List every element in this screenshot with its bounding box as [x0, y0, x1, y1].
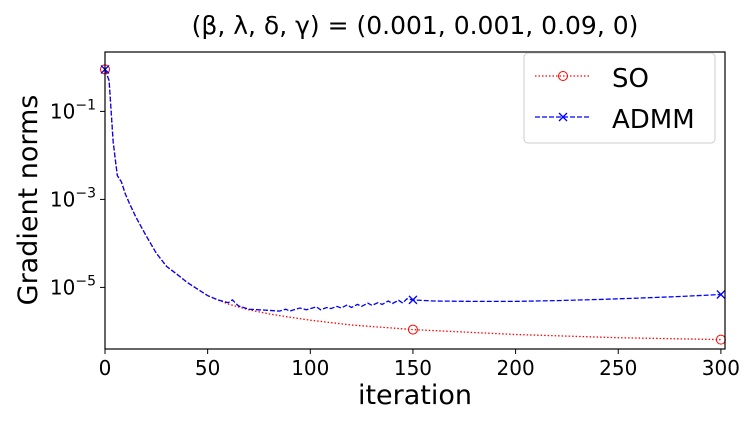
x-tick-label: 150: [394, 356, 432, 380]
legend: SO ADMM: [523, 52, 716, 144]
series-marker-admm: [408, 295, 418, 305]
x-axis-ticks: 0 50 100 150 200 250 300: [99, 349, 740, 380]
legend-frame: [523, 52, 716, 144]
x-tick-label: 200: [497, 356, 535, 380]
plot-frame: [104, 51, 726, 350]
legend-marker-so: [558, 71, 568, 81]
x-tick-label: 100: [291, 356, 329, 380]
series-line-admm: [105, 69, 721, 312]
x-tick-label: 250: [599, 356, 637, 380]
x-axis-label: iteration: [358, 380, 472, 411]
legend-label-so: SO: [612, 64, 649, 94]
x-tick-label: 300: [702, 356, 740, 380]
series-marker-admm: [716, 290, 726, 299]
series-layer: [105, 69, 721, 341]
series-marker-so: [407, 324, 418, 335]
y-tick-label: 10−1: [50, 97, 96, 123]
x-tick-label: 0: [99, 356, 112, 380]
legend-marker-admm: [558, 112, 568, 122]
y-axis-label: Gradient norms: [13, 95, 44, 306]
x-tick-label: 50: [195, 356, 220, 380]
series-marker-so: [715, 334, 726, 345]
chart-title: (β, λ, δ, γ) = (0.001, 0.001, 0.09, 0): [192, 11, 639, 40]
y-tick-label: 10−5: [50, 273, 96, 299]
y-tick-label: 10−3: [50, 185, 96, 211]
legend-label-admm: ADMM: [612, 105, 695, 135]
y-axis-ticks: 10−1 10−3 10−5: [50, 97, 105, 299]
